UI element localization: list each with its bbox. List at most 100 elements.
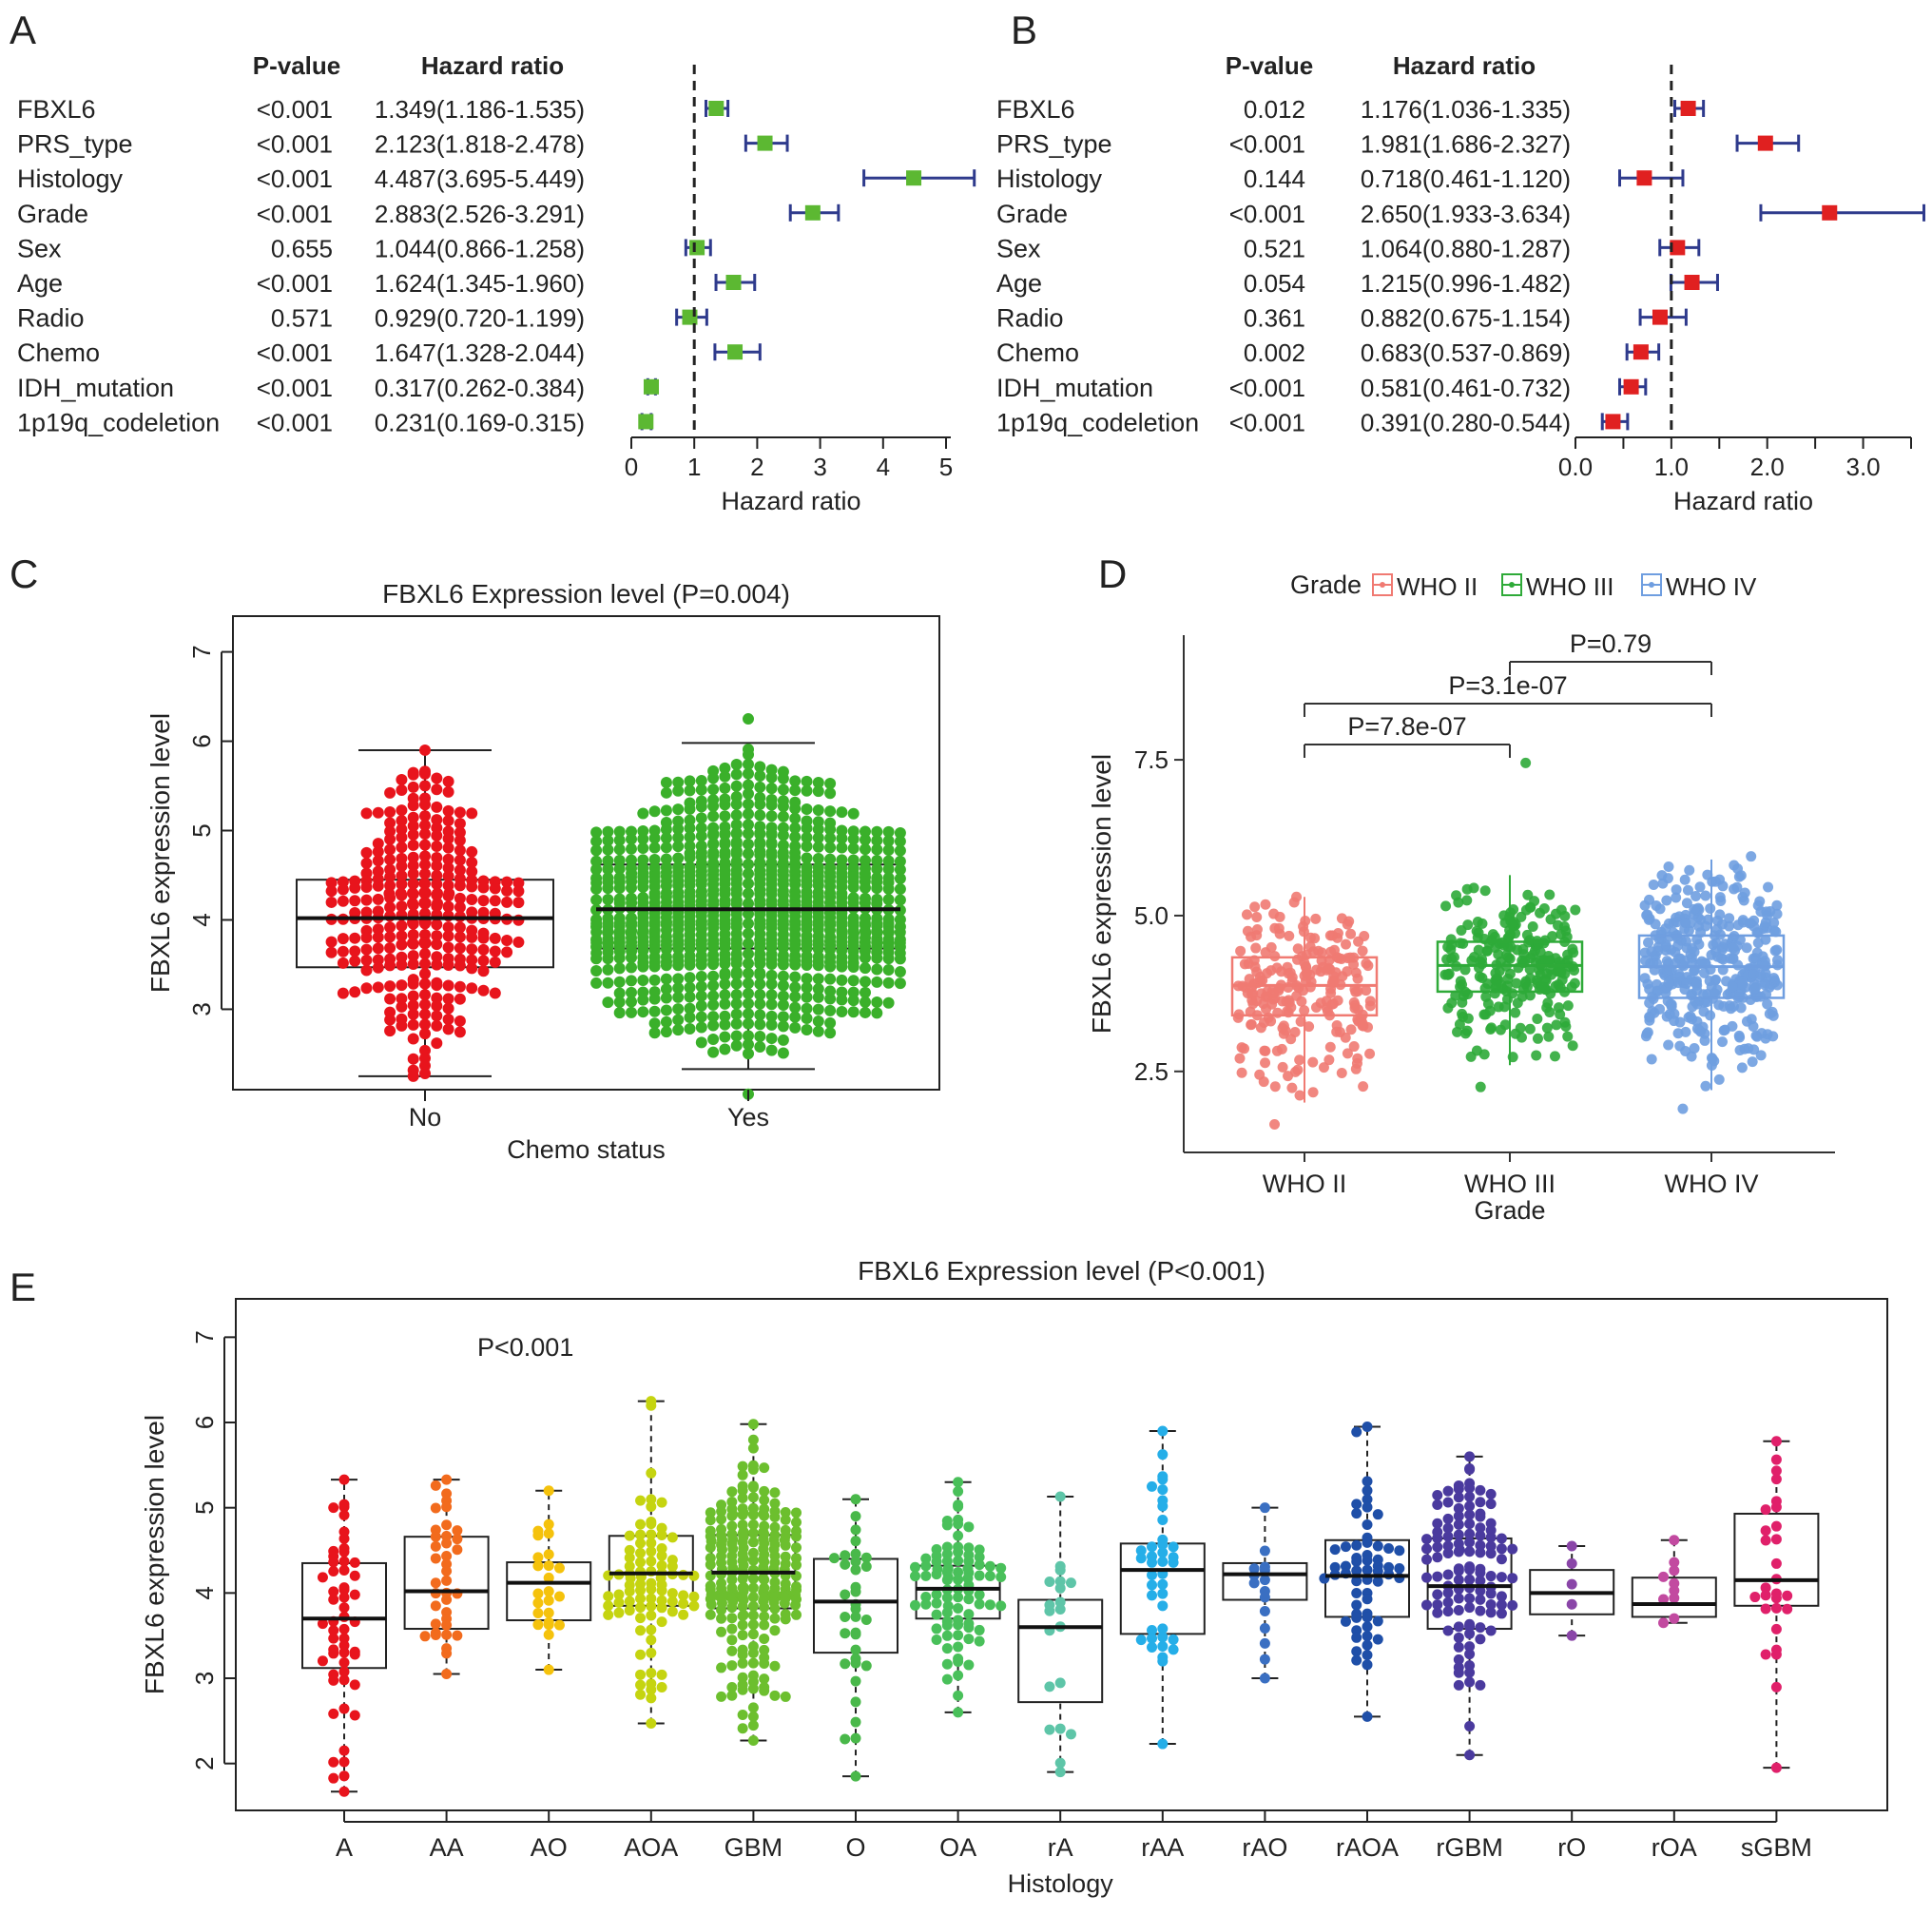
hr-marker (1633, 344, 1649, 360)
data-point (860, 834, 871, 846)
data-point (466, 880, 478, 893)
data-point (1770, 1649, 1782, 1660)
data-point (1298, 926, 1309, 938)
data-point (1762, 998, 1773, 1010)
data-point (1351, 1625, 1362, 1636)
data-point (953, 1485, 964, 1497)
data-point (931, 1589, 942, 1600)
data-point (1317, 961, 1328, 973)
data-point (1482, 998, 1494, 1010)
data-point (1239, 958, 1250, 970)
data-point (789, 991, 802, 1003)
data-point (705, 1609, 716, 1620)
data-point (407, 1033, 419, 1045)
data-point (626, 881, 637, 894)
data-point (1644, 983, 1655, 995)
data-point (777, 1020, 789, 1033)
data-point (1748, 915, 1760, 926)
data-point (1549, 1051, 1560, 1062)
data-point (1304, 932, 1316, 943)
data-point (1304, 1021, 1315, 1033)
data-point (660, 786, 672, 799)
data-point (730, 997, 743, 1010)
data-point (1157, 1556, 1169, 1567)
data-point (1654, 903, 1666, 915)
data-point (419, 1028, 431, 1040)
data-point (1702, 869, 1713, 880)
data-point (836, 960, 848, 973)
data-point (707, 1011, 720, 1023)
x-tick-label: WHO II (1263, 1170, 1347, 1198)
data-point (743, 798, 754, 810)
data-point (1737, 892, 1748, 903)
data-point (602, 963, 614, 976)
data-point (454, 980, 466, 993)
data-point (1432, 1490, 1443, 1501)
data-point (1357, 945, 1368, 957)
data-point (532, 1597, 544, 1609)
data-point (1157, 1640, 1169, 1652)
data-point (372, 942, 384, 955)
data-point (1421, 1543, 1432, 1555)
data-point (1746, 851, 1757, 862)
data-point (1693, 920, 1705, 932)
data-point (754, 781, 766, 793)
data-point (441, 1669, 453, 1680)
data-point (1351, 1565, 1362, 1576)
data-point (789, 1011, 802, 1023)
data-point (603, 1609, 614, 1620)
data-point (850, 1716, 861, 1728)
data-point (995, 1600, 1007, 1612)
data-point (1394, 1562, 1405, 1574)
data-point (635, 1529, 647, 1540)
data-point (602, 855, 614, 867)
data-point (684, 851, 696, 863)
data-point (974, 1635, 985, 1647)
legend-label: WHO II (1397, 572, 1478, 601)
data-point (1453, 1546, 1464, 1557)
data-point (648, 993, 661, 1005)
row-hazard-ratio: 1.176(1.036-1.335) (1361, 95, 1571, 124)
data-point (656, 1542, 667, 1554)
data-point (1641, 1028, 1652, 1039)
data-point (441, 1501, 453, 1513)
data-point (1259, 1502, 1270, 1514)
data-point (941, 1592, 953, 1603)
row-name: Chemo (17, 339, 100, 367)
data-point (894, 844, 906, 857)
data-point (882, 825, 895, 838)
data-point (590, 844, 603, 857)
data-point (512, 936, 525, 948)
data-point (824, 841, 837, 854)
data-point (1157, 1623, 1169, 1635)
data-point (317, 1655, 328, 1667)
data-point (1442, 1606, 1454, 1617)
data-point (812, 942, 824, 955)
data-point (747, 1711, 759, 1722)
hr-marker (1605, 414, 1621, 430)
data-point (1442, 1531, 1454, 1542)
data-point (850, 1696, 861, 1708)
data-point (590, 977, 603, 989)
data-point (431, 1019, 443, 1032)
data-point (777, 990, 789, 1002)
data-point (419, 1067, 431, 1079)
data-point (328, 1557, 339, 1568)
data-point (543, 1629, 554, 1640)
data-point (759, 1485, 770, 1497)
data-point (360, 964, 373, 977)
data-point (801, 958, 813, 971)
data-point (1157, 1538, 1169, 1550)
data-point (407, 781, 419, 793)
data-point (338, 1647, 350, 1658)
data-point (660, 804, 672, 817)
data-point (1054, 1677, 1066, 1689)
data-point (442, 993, 454, 1005)
data-point (754, 809, 766, 822)
data-point (325, 896, 338, 908)
data-point (1342, 1048, 1353, 1059)
data-point (419, 744, 431, 756)
data-point (543, 1595, 554, 1606)
data-point (953, 1555, 964, 1566)
row-p-value: <0.001 (257, 408, 333, 436)
